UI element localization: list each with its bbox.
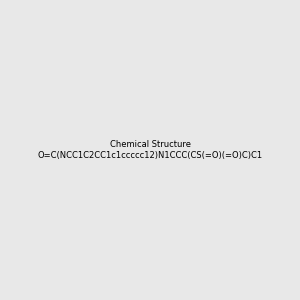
Text: Chemical Structure
O=C(NCC1C2CC1c1ccccc12)N1CCC(CS(=O)(=O)C)C1: Chemical Structure O=C(NCC1C2CC1c1ccccc1… [38,140,262,160]
